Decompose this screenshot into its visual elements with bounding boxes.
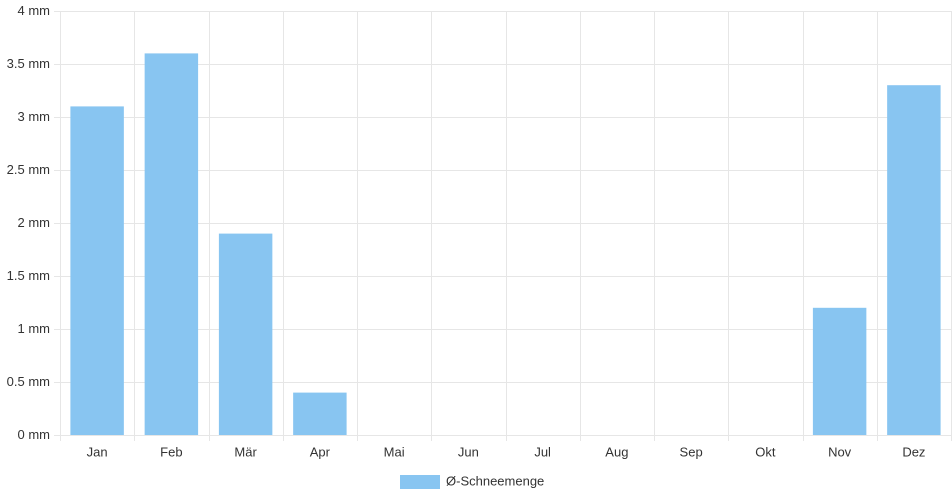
x-tick-label: Aug: [605, 444, 628, 459]
x-tick-label: Jul: [534, 444, 551, 459]
y-tick-label: 2 mm: [18, 215, 51, 230]
bar: [70, 106, 124, 436]
bar: [218, 233, 273, 435]
bar: [887, 85, 941, 435]
x-tick-label: Dez: [902, 444, 925, 459]
y-tick-label: 0 mm: [18, 427, 51, 442]
y-tick-label: 4 mm: [18, 3, 51, 18]
x-tick-label: Jun: [458, 444, 479, 459]
legend-swatch: [400, 475, 440, 489]
legend-label: Ø-Schneemenge: [446, 473, 544, 488]
y-tick-label: 1 mm: [18, 321, 51, 336]
x-tick-label: Mär: [234, 444, 257, 459]
bar: [144, 53, 199, 436]
y-tick-label: 0.5 mm: [7, 374, 50, 389]
x-tick-label: Mai: [384, 444, 405, 459]
x-tick-label: Apr: [310, 444, 331, 459]
bar: [293, 392, 347, 435]
x-tick-label: Jan: [87, 444, 108, 459]
y-tick-label: 1.5 mm: [7, 268, 50, 283]
y-tick-label: 3 mm: [18, 109, 51, 124]
y-tick-label: 3.5 mm: [7, 56, 50, 71]
x-tick-label: Sep: [680, 444, 703, 459]
x-tick-label: Nov: [828, 444, 852, 459]
x-tick-label: Okt: [755, 444, 776, 459]
y-tick-label: 2.5 mm: [7, 162, 50, 177]
bar: [812, 307, 867, 435]
x-tick-label: Feb: [160, 444, 182, 459]
